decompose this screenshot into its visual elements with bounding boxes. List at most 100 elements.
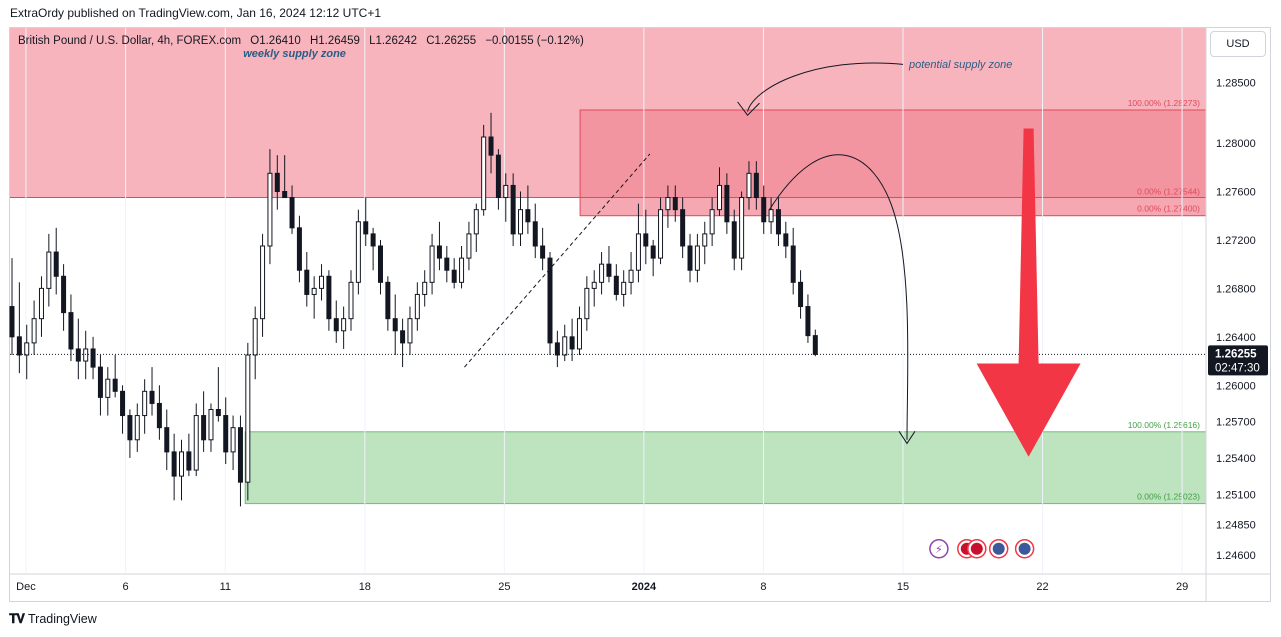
candle-body xyxy=(53,251,59,277)
candle xyxy=(481,124,487,216)
candle xyxy=(694,233,700,283)
candle-body xyxy=(481,136,487,211)
currency-button[interactable]: USD xyxy=(1210,31,1266,57)
flag-fill-icon xyxy=(1018,542,1031,555)
candle xyxy=(193,403,199,477)
candle-body xyxy=(46,251,52,289)
candle-body xyxy=(186,451,192,471)
candle xyxy=(61,264,67,331)
candle xyxy=(554,330,560,368)
candle-body xyxy=(672,197,678,211)
trend-line xyxy=(464,153,651,368)
candle-body xyxy=(599,263,605,283)
candle-body xyxy=(422,281,428,295)
candle-body xyxy=(355,221,361,283)
arrow-head-icon xyxy=(898,431,916,445)
candle-body xyxy=(761,197,767,223)
candle xyxy=(267,149,273,265)
time-axis-tick: 15 xyxy=(897,581,909,593)
candles-layer xyxy=(9,112,818,507)
potential-supply-zone-label: potential supply zone xyxy=(908,59,1012,71)
candle xyxy=(753,161,759,210)
candle-body xyxy=(223,415,229,453)
price-axis-tick: 1.28000 xyxy=(1216,138,1256,150)
candle-body xyxy=(385,281,391,320)
candle xyxy=(613,264,619,301)
candle xyxy=(525,185,531,234)
candle-body xyxy=(790,245,796,283)
candle xyxy=(105,367,111,416)
candle-body xyxy=(260,245,266,320)
candle-body xyxy=(731,221,737,259)
candle xyxy=(355,209,361,295)
candle xyxy=(422,270,428,307)
candle xyxy=(731,209,737,271)
candle xyxy=(370,227,376,271)
candle-body xyxy=(230,427,236,453)
candle xyxy=(385,276,391,331)
candle xyxy=(186,433,192,477)
candle-body xyxy=(658,209,664,259)
candle xyxy=(761,185,767,234)
candle xyxy=(400,318,406,368)
candle-body xyxy=(687,245,693,271)
candle-body xyxy=(510,184,516,235)
price-axis-tick: 1.28500 xyxy=(1216,78,1256,90)
candle xyxy=(326,270,332,331)
price-axis-tick: 1.25400 xyxy=(1216,453,1256,465)
candle xyxy=(142,379,148,434)
candle-body xyxy=(768,209,774,223)
candle-body xyxy=(31,318,37,344)
candle xyxy=(547,252,553,355)
candle-body xyxy=(75,348,81,362)
candle-body xyxy=(724,184,730,223)
candle-body xyxy=(812,335,818,355)
candle xyxy=(518,191,524,246)
candle xyxy=(459,246,465,289)
candle-body xyxy=(134,415,140,441)
candle xyxy=(716,167,722,216)
candle-body xyxy=(97,366,103,398)
flash-event-glyph: ⚡ xyxy=(935,543,943,556)
candle-body xyxy=(444,257,450,271)
ohlc-low: L1.26242 xyxy=(369,35,418,47)
price-axis-tick: 1.24850 xyxy=(1216,520,1256,532)
candle xyxy=(237,415,243,507)
candle-body xyxy=(643,233,649,247)
candle-body xyxy=(554,342,560,356)
footer-brand[interactable]: 𝐓𝐕 TradingView xyxy=(9,611,97,627)
tradingview-logo-icon: 𝐓𝐕 xyxy=(9,611,25,626)
candle-body xyxy=(680,209,686,247)
candle-body xyxy=(665,197,671,211)
candle xyxy=(584,276,590,331)
symbol-legend: British Pound / U.S. Dollar, 4h, FOREX.c… xyxy=(18,35,590,47)
candle xyxy=(260,233,266,337)
candle-body xyxy=(267,172,273,247)
candle xyxy=(436,221,442,271)
potential-supply-zone xyxy=(579,109,1207,217)
arrow-head-icon xyxy=(737,101,760,116)
candle-body xyxy=(120,390,126,417)
candle-body xyxy=(193,415,199,471)
candle-body xyxy=(783,233,789,247)
candle-body xyxy=(495,154,501,199)
candle xyxy=(775,197,781,246)
candle-body xyxy=(142,390,148,417)
price-axis-tick: 1.25100 xyxy=(1216,489,1256,501)
candle xyxy=(687,233,693,283)
candle-body xyxy=(562,336,568,356)
candle-body xyxy=(319,275,325,289)
candle xyxy=(569,318,575,362)
time-axis-tick: 18 xyxy=(359,581,371,593)
candle-body xyxy=(149,390,155,404)
time-axis-tick: 25 xyxy=(498,581,510,593)
candle-body xyxy=(178,451,184,477)
candle xyxy=(90,336,96,380)
candle-body xyxy=(282,191,288,199)
candle-body xyxy=(591,281,597,289)
candle-body xyxy=(451,269,457,283)
ohlc-open: O1.26410 xyxy=(250,35,301,47)
demand-zone xyxy=(244,431,1207,505)
candle-body xyxy=(296,227,302,271)
